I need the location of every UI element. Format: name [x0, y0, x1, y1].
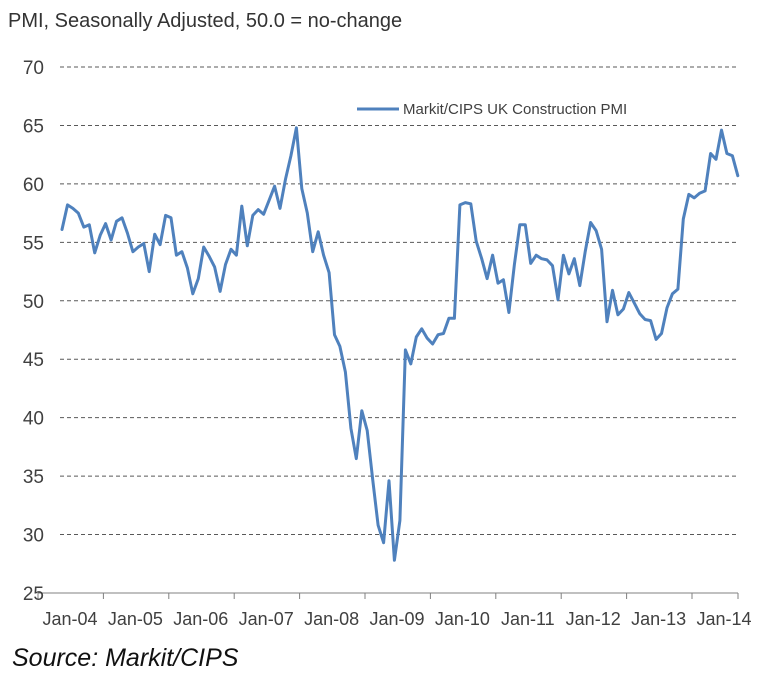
- x-tick-label-Jan-07: Jan-07: [239, 609, 294, 629]
- source-note: Source: Markit/CIPS: [12, 644, 239, 672]
- y-tick-label-35: 35: [23, 467, 44, 488]
- series-layer: [60, 126, 740, 562]
- x-tick-label-Jan-11: Jan-11: [501, 609, 555, 629]
- y-tick-label-30: 30: [23, 526, 44, 547]
- axes: [37, 592, 739, 599]
- x-tick-label-Jan-10: Jan-10: [435, 609, 490, 629]
- y-tick-label-45: 45: [23, 350, 44, 371]
- legend-label: Markit/CIPS UK Construction PMI: [403, 101, 627, 118]
- y-tick-label-50: 50: [23, 292, 44, 313]
- y-tick-label-65: 65: [23, 116, 44, 137]
- x-tick-label-Jan-05: Jan-05: [108, 609, 163, 629]
- x-tick-label-Jan-14: Jan-14: [696, 609, 751, 629]
- y-tick-labels: 25 30 35 40 45 50 55 60 65 70: [23, 58, 44, 605]
- y-tick-label-60: 60: [23, 175, 44, 196]
- y-tick-label-40: 40: [23, 409, 44, 430]
- x-tick-label-Jan-13: Jan-13: [631, 609, 686, 629]
- x-tick-label-Jan-04: Jan-04: [42, 609, 97, 629]
- y-tick-label-25: 25: [23, 584, 44, 605]
- y-tick-label-70: 70: [23, 58, 44, 79]
- gridlines: [60, 66, 738, 536]
- chart-subtitle: PMI, Seasonally Adjusted, 50.0 = no-chan…: [8, 10, 403, 32]
- legend: Markit/CIPS UK Construction PMI: [357, 101, 627, 118]
- x-tick-label-Jan-09: Jan-09: [369, 609, 424, 629]
- y-tick-label-55: 55: [23, 233, 44, 254]
- x-tick-label-Jan-08: Jan-08: [304, 609, 359, 629]
- x-tick-label-Jan-06: Jan-06: [173, 609, 228, 629]
- x-tick-labels: Jan-04 Jan-05 Jan-06 Jan-07 Jan-08 Jan-09 Jan-…: [42, 609, 751, 629]
- series-line-0: [60, 126, 740, 562]
- x-tick-label-Jan-12: Jan-12: [566, 609, 621, 629]
